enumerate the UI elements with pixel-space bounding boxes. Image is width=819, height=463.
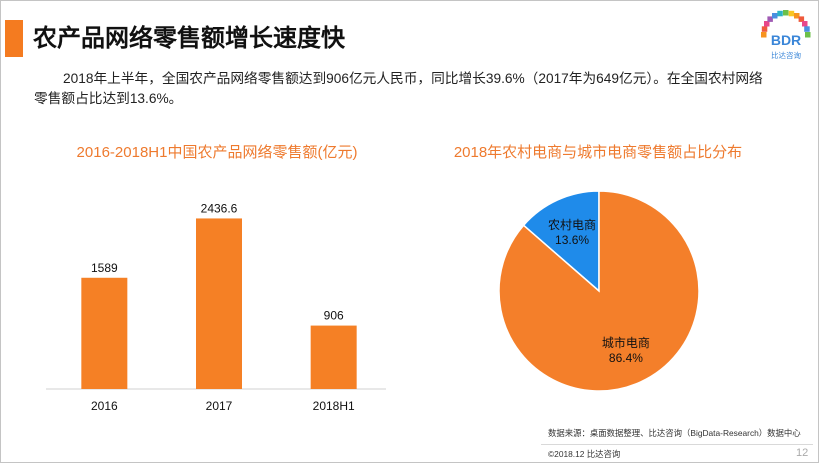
bar-value-label-2017: 2436.6 — [201, 201, 238, 215]
logo-wordmark: BDR — [771, 32, 801, 48]
logo-tile — [761, 32, 767, 38]
bar-chart: 1589 2016 2436.6 2017 906 2018H1 — [46, 201, 386, 413]
pie-slice-value-label-1: 13.6% — [555, 233, 589, 247]
x-tick-label-2017: 2017 — [206, 399, 233, 413]
pie-chart-title: 2018年农村电商与城市电商零售额占比分布 — [453, 144, 743, 161]
bar-2017 — [196, 218, 242, 389]
bar-2018H1 — [310, 325, 357, 389]
bar-value-label-2016: 1589 — [91, 261, 118, 275]
summary-line-1: 2018年上半年，全国农产品网络零售额达到906亿元人民币，同比增长39.6%（… — [63, 71, 763, 86]
title-accent-bar — [5, 20, 23, 57]
pie-slice-value-label-2: 86.4% — [609, 351, 643, 365]
logo-tile — [794, 13, 800, 19]
logo-tagline: 比达咨询 — [771, 50, 801, 60]
slide-title: 农产品网络零售额增长速度快 — [33, 25, 345, 52]
footer-divider — [541, 444, 813, 445]
copyright-text: ©2018.12 比达咨询 — [548, 449, 621, 459]
x-tick-label-2016: 2016 — [91, 399, 118, 413]
logo-tile — [767, 16, 773, 22]
bar-chart-title: 2016-2018H1中国农产品网络零售额(亿元) — [76, 144, 358, 161]
bar-value-label-2018H1: 906 — [324, 309, 344, 323]
bar-2016 — [81, 277, 128, 389]
logo-tile — [804, 26, 810, 32]
logo-tile — [772, 13, 778, 19]
pie-slice-name-label-1: 农村电商 — [548, 217, 596, 232]
logo-tile — [805, 32, 811, 38]
logo-tile — [761, 26, 768, 32]
pie-slice-2 — [498, 190, 700, 392]
logo-tile — [764, 21, 770, 27]
page-number: 12 — [796, 447, 809, 459]
data-source-note: 数据来源：桌面数据整理、比达咨询（BigData-Research）数据中心 — [548, 428, 801, 438]
logo-tile — [783, 10, 789, 16]
pie-slice-1 — [522, 190, 600, 293]
summary-line-2: 零售额占比达到13.6%。 — [34, 91, 183, 106]
logo-tile — [777, 10, 783, 17]
x-tick-label-2018H1: 2018H1 — [313, 399, 355, 413]
pie-slice-name-label-2: 城市电商 — [602, 335, 650, 350]
logo-tile — [802, 21, 808, 27]
logo-tile — [798, 16, 805, 22]
bdr-logo: BDR 比达咨询 — [761, 10, 811, 60]
logo-tile — [788, 10, 795, 17]
